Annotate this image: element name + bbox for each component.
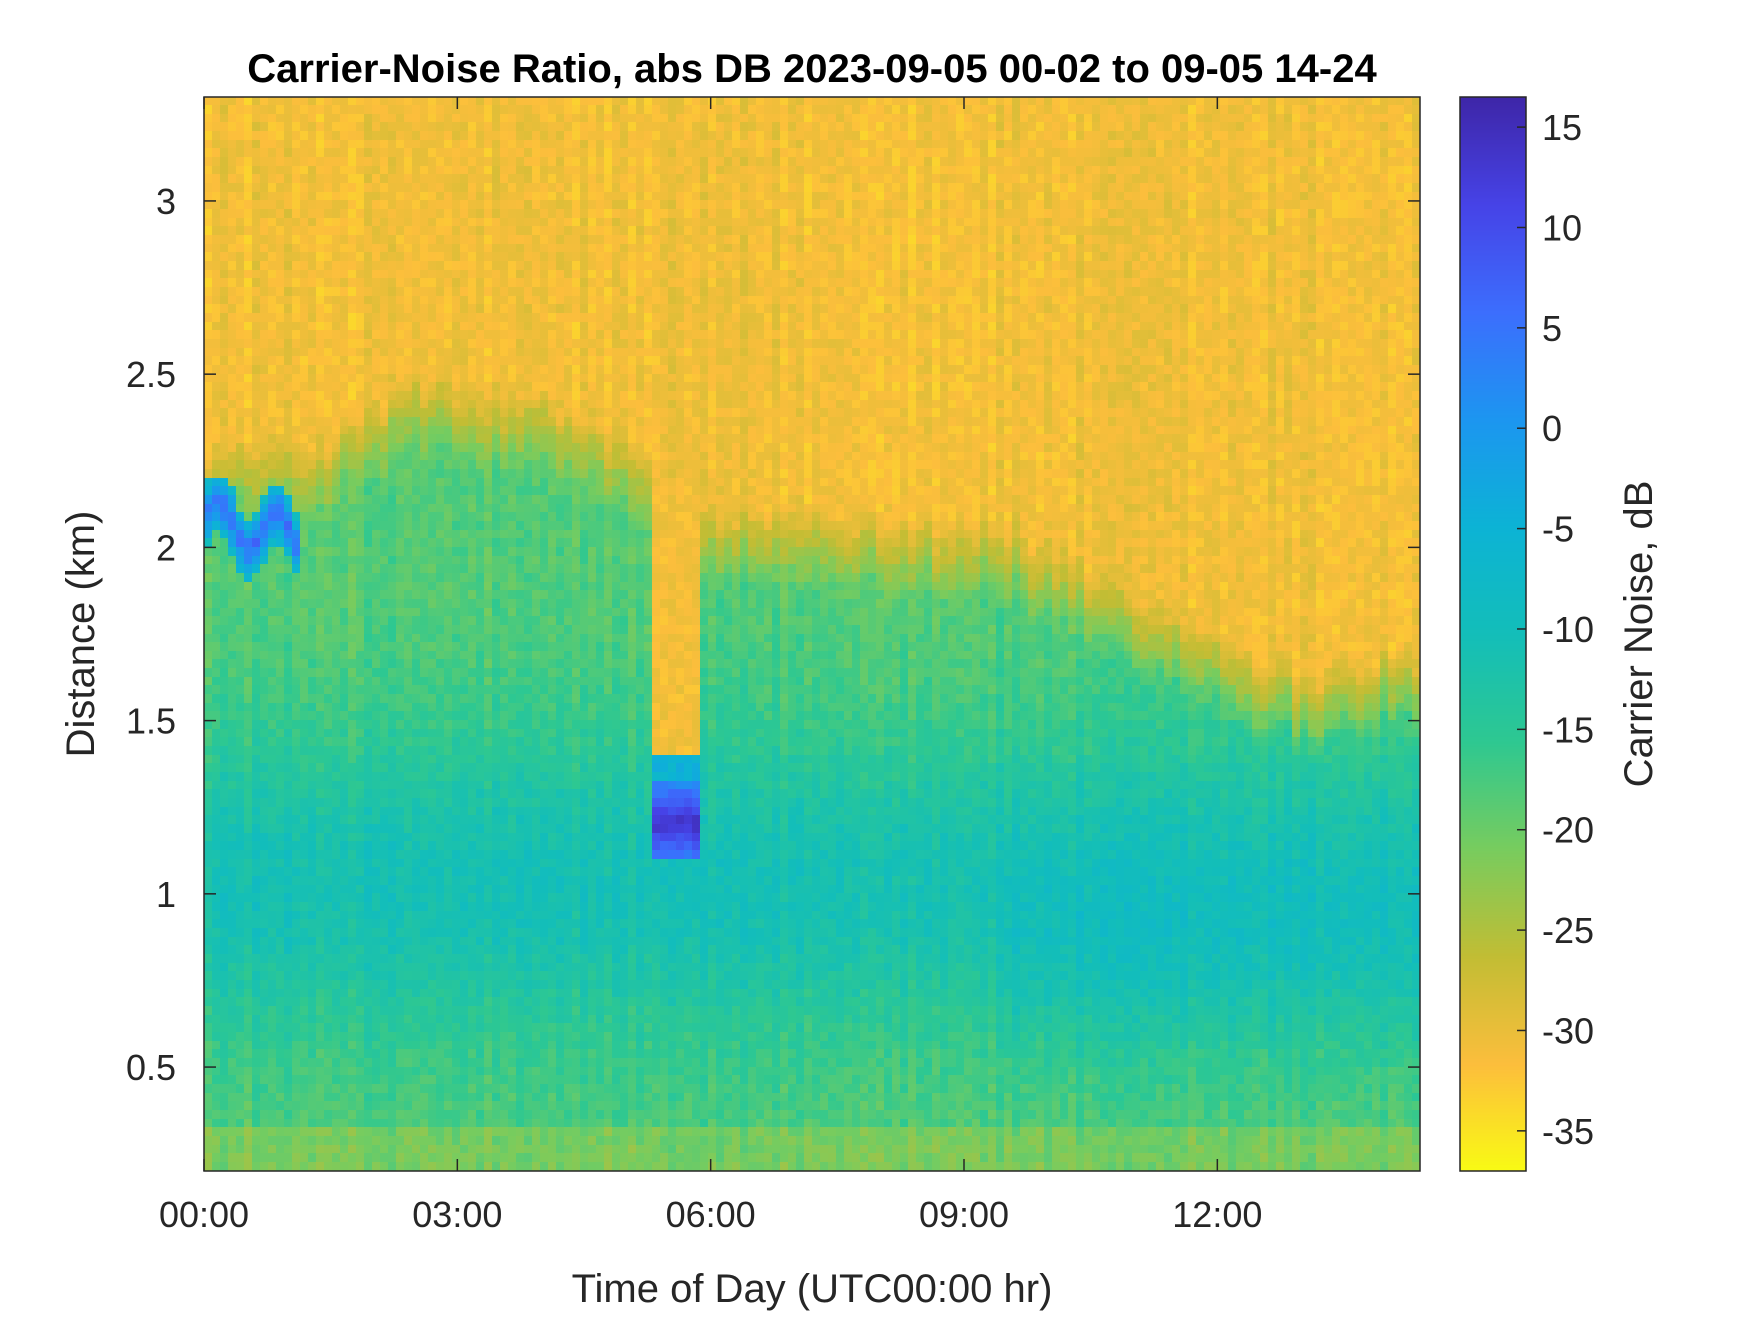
colorbar-tick-label: -30 xyxy=(1542,1010,1594,1051)
y-axis-label: Distance (km) xyxy=(59,511,103,758)
colorbar-tick-label: 15 xyxy=(1542,107,1582,148)
x-axis: 00:00 03:00 06:00 09:00 12:00 xyxy=(159,97,1262,1235)
colorbar-label: Carrier Noise, dB xyxy=(1617,481,1661,788)
colorbar xyxy=(1460,97,1526,1171)
y-tick-label: 2 xyxy=(156,527,176,568)
colorbar-tick-label: 0 xyxy=(1542,408,1562,449)
y-tick-label: 3 xyxy=(156,181,176,222)
x-tick-label: 09:00 xyxy=(919,1194,1009,1235)
colorbar-tick-label: -15 xyxy=(1542,709,1594,750)
colorbar-tick-label: -25 xyxy=(1542,910,1594,951)
colorbar-tick-label: -35 xyxy=(1542,1111,1594,1152)
x-tick-label: 00:00 xyxy=(159,1194,249,1235)
y-axis: 0.5 1 1.5 2 2.5 3 xyxy=(126,181,1420,1088)
y-tick-label: 1.5 xyxy=(126,701,176,742)
y-tick-label: 0.5 xyxy=(126,1047,176,1088)
heatmap-plot-area xyxy=(204,97,1420,1171)
plot-axes-box xyxy=(203,96,1421,1172)
colorbar-tick-label: -5 xyxy=(1542,509,1574,550)
x-tick-label: 06:00 xyxy=(666,1194,756,1235)
x-tick-label: 03:00 xyxy=(412,1194,502,1235)
y-tick-label: 1 xyxy=(156,874,176,915)
colorbar-axis: -35 -30 -25 -20 -15 -10 -5 0 5 10 15 xyxy=(1517,107,1594,1152)
x-axis-label: Time of Day (UTC00:00 hr) xyxy=(572,1267,1053,1311)
colorbar-tick-label: -10 xyxy=(1542,609,1594,650)
y-tick-label: 2.5 xyxy=(126,354,176,395)
x-tick-label: 12:00 xyxy=(1172,1194,1262,1235)
chart-title: Carrier-Noise Ratio, abs DB 2023-09-05 0… xyxy=(247,47,1377,91)
colorbar-tick-label: -20 xyxy=(1542,810,1594,851)
colorbar-tick-label: 10 xyxy=(1542,207,1582,248)
colorbar-box xyxy=(1459,96,1527,1172)
colorbar-tick-label: 5 xyxy=(1542,308,1562,349)
